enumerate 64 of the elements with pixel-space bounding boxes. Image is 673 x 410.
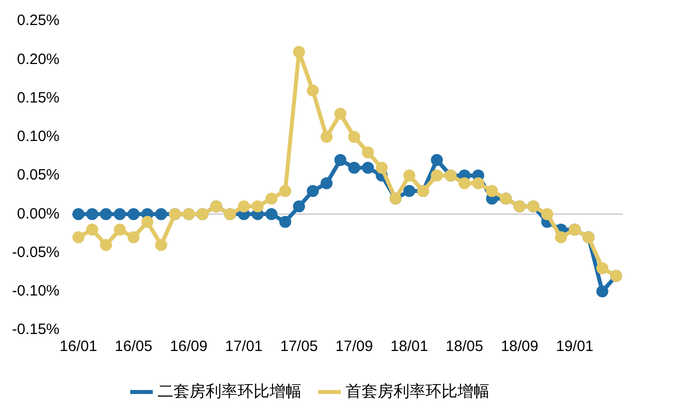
point: [403, 170, 416, 182]
point: [596, 285, 608, 298]
point: [100, 239, 112, 252]
y-tick-label: -0.10%: [12, 282, 60, 300]
point: [155, 239, 168, 252]
point: [265, 208, 278, 220]
point: [72, 231, 84, 244]
point: [348, 130, 360, 143]
point: [293, 200, 306, 212]
y-tick-label: -0.05%: [12, 244, 60, 261]
point: [430, 154, 443, 166]
point: [430, 170, 443, 182]
point: [486, 184, 498, 197]
point: [376, 162, 388, 174]
point: [403, 184, 416, 197]
x-tick-label: 16/05: [114, 338, 152, 356]
point: [279, 184, 292, 197]
point: [86, 224, 98, 236]
point: [541, 208, 554, 220]
point: [141, 216, 154, 228]
point: [265, 192, 278, 205]
point: [362, 146, 374, 158]
y-tick-label: -0.15%: [12, 321, 60, 338]
point: [320, 177, 333, 190]
legend-label: 二套房利率环比增幅: [158, 382, 302, 400]
point: [596, 262, 608, 274]
point: [238, 200, 250, 212]
point: [128, 231, 140, 244]
y-tick-label: 0.05%: [16, 166, 60, 184]
point: [458, 177, 470, 190]
point: [472, 177, 484, 190]
point: [100, 208, 112, 220]
legend-label: 首套房利率环比增幅: [346, 382, 490, 400]
x-tick-label: 19/01: [556, 338, 594, 356]
x-tick-label: 18/09: [500, 338, 538, 356]
point: [293, 46, 306, 58]
y-tick-label: 0.25%: [16, 12, 60, 30]
point: [320, 130, 333, 143]
x-tick-label: 16/01: [60, 338, 98, 356]
point: [306, 184, 319, 197]
x-tick-label: 18/05: [446, 338, 484, 356]
point: [334, 108, 346, 120]
point: [279, 216, 292, 228]
x-tick-label: 16/09: [170, 338, 208, 356]
point: [252, 200, 264, 212]
x-tick-label: 17/05: [280, 338, 318, 356]
point: [155, 208, 168, 220]
point: [114, 208, 126, 220]
point: [128, 208, 140, 220]
point: [334, 154, 346, 166]
x-tick-label: 17/09: [335, 338, 373, 356]
point: [306, 84, 319, 97]
y-tick-label: 0.20%: [16, 50, 60, 68]
point: [554, 231, 567, 244]
x-tick-label: 18/01: [390, 338, 428, 356]
y-tick-label: 0.00%: [16, 205, 60, 222]
point: [72, 208, 84, 220]
point: [114, 224, 126, 236]
y-tick-label: 0.15%: [16, 89, 60, 106]
point: [348, 162, 360, 174]
y-tick-label: 0.10%: [16, 128, 60, 146]
point: [86, 208, 98, 220]
point: [362, 162, 374, 174]
x-tick-label: 17/01: [225, 338, 263, 356]
